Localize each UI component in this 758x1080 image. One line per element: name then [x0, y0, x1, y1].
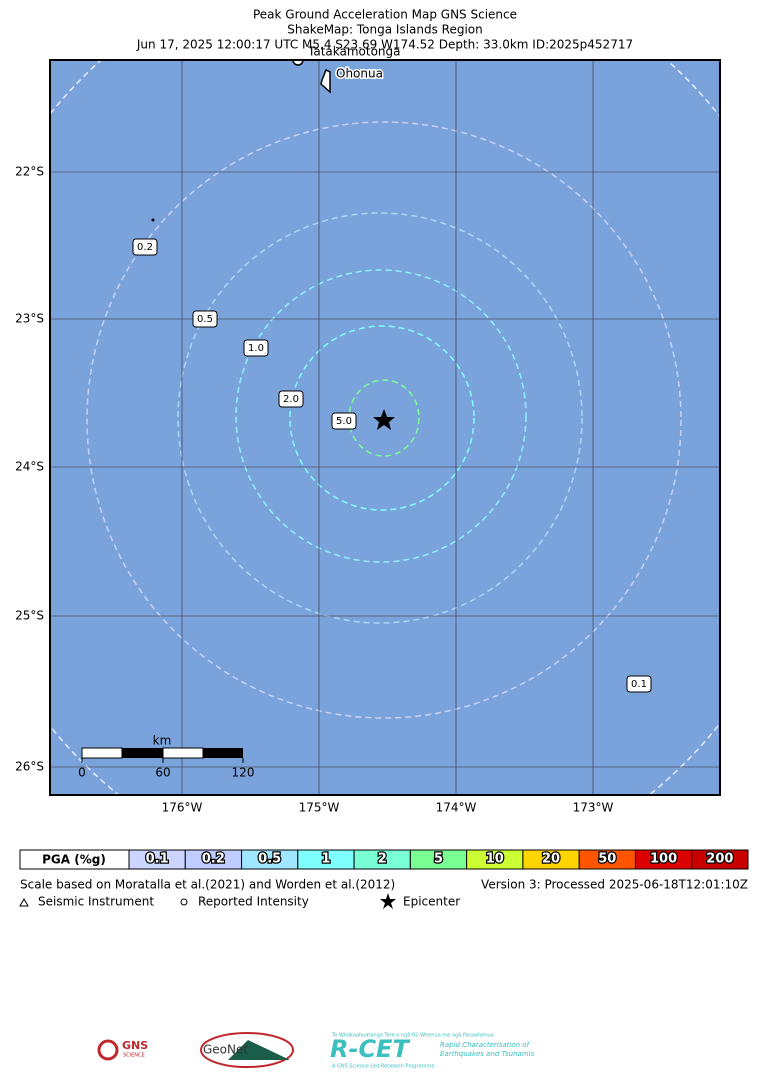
logo-text: Earthquakes and Tsunamis — [440, 1050, 535, 1058]
legend-bin-label: 1 — [321, 852, 330, 867]
contour-labels: 0.1 0.2 0.5 1.0 2.0 5.0 — [132, 238, 652, 693]
lon-label: 173°W — [573, 801, 614, 815]
logo-text: GeoNet — [203, 1043, 248, 1057]
legend-bin-label: 0.5 — [258, 852, 281, 867]
lat-label: 22°S — [15, 165, 44, 179]
symbol-label: Reported Intensity — [198, 895, 309, 909]
contour-label: 0.5 — [197, 314, 213, 325]
logo-text: R-CET — [330, 1035, 410, 1063]
legend-bin-label: 50 — [598, 852, 616, 867]
lon-label: 174°W — [436, 801, 477, 815]
instrument-symbol — [19, 897, 29, 907]
island — [292, 60, 304, 66]
map: Tatakamotonga Ohonua 0.1 0.2 0.5 1.0 2.0… — [15, 45, 721, 815]
legend-bin-label: 100 — [650, 852, 677, 867]
legend-bin-label: 200 — [706, 852, 733, 867]
map-frame — [49, 59, 721, 796]
lat-label: 25°S — [15, 609, 44, 623]
grid — [50, 60, 720, 795]
contour-label: 2.0 — [283, 394, 299, 405]
contour — [86, 121, 682, 719]
scale-tick: 60 — [155, 766, 170, 780]
logo-text: A GNS Science Led Research Programme — [332, 1064, 434, 1070]
contour — [177, 212, 583, 624]
logo-text: GNS — [122, 1039, 148, 1052]
logo-text: Rapid Characterisation of — [440, 1041, 531, 1049]
legend: PGA (%g) 0.1 0.2 0.5 1 2 5 10 20 50 100 200 — [19, 849, 749, 870]
contour-label: 5.0 — [336, 416, 352, 427]
title: Peak Ground Acceleration Map GNS Science — [253, 8, 517, 22]
legend-title: PGA (%g) — [42, 853, 106, 867]
contour — [289, 325, 475, 511]
gns-logo — [97, 1039, 119, 1061]
contour-label: 0.1 — [631, 679, 647, 690]
note: Scale based on Moratalla et al.(2021) an… — [20, 878, 395, 892]
logo-text: SCIENCE — [123, 1053, 145, 1059]
header: Peak Ground Acceleration Map GNS Science… — [136, 8, 633, 52]
symbol-label: Epicenter — [403, 895, 460, 909]
legend-bin-label: 0.1 — [146, 852, 169, 867]
symbol-label: Seismic Instrument — [38, 895, 154, 909]
scale-tick: 120 — [232, 766, 255, 780]
subtitle: ShakeMap: Tonga Islands Region — [287, 23, 483, 37]
notes: Scale based on Moratalla et al.(2021) an… — [19, 878, 748, 909]
event-info: Jun 17, 2025 12:00:17 UTC M5.4 S23.69 W1… — [136, 38, 633, 52]
intensity-symbol — [180, 898, 188, 906]
legend-bin-label: 5 — [434, 852, 443, 867]
lat-label: 24°S — [15, 460, 44, 474]
legend-bin-label: 20 — [542, 852, 560, 867]
lat-label: 23°S — [15, 312, 44, 326]
map-background — [50, 60, 720, 795]
contours — [50, 60, 720, 795]
lon-label: 175°W — [299, 801, 340, 815]
contour — [235, 269, 527, 563]
note: Version 3: Processed 2025-06-18T12:01:10… — [481, 878, 748, 892]
legend-swatch — [691, 849, 749, 870]
logos: GNS SCIENCE GeoNet Te Whakaahuatanga Ter… — [97, 1032, 535, 1070]
lon-label: 176°W — [162, 801, 203, 815]
geonet-logo — [200, 1032, 294, 1068]
legend-bin-label: 2 — [378, 852, 387, 867]
island — [151, 218, 155, 222]
contour-label: 0.2 — [137, 242, 153, 253]
geonet-mark — [228, 1040, 290, 1060]
scale-bar: km 0 60 120 — [78, 734, 254, 780]
scale-tick: 0 — [78, 766, 86, 780]
logo-text: Te Whakaahuatanga Tere o ngā Rū Whenua m… — [331, 1033, 494, 1039]
epicenter-symbol — [380, 893, 396, 909]
contour-label: 1.0 — [248, 343, 264, 354]
legend-bin-label: 10 — [486, 852, 504, 867]
epicenter — [373, 409, 395, 430]
legend-bin-label: 0.2 — [202, 852, 225, 867]
place-label: Ohonua — [336, 67, 383, 81]
lat-label: 26°S — [15, 760, 44, 774]
scale-unit: km — [153, 734, 172, 748]
island — [320, 68, 331, 94]
place-label: Tatakamotonga — [307, 45, 401, 59]
